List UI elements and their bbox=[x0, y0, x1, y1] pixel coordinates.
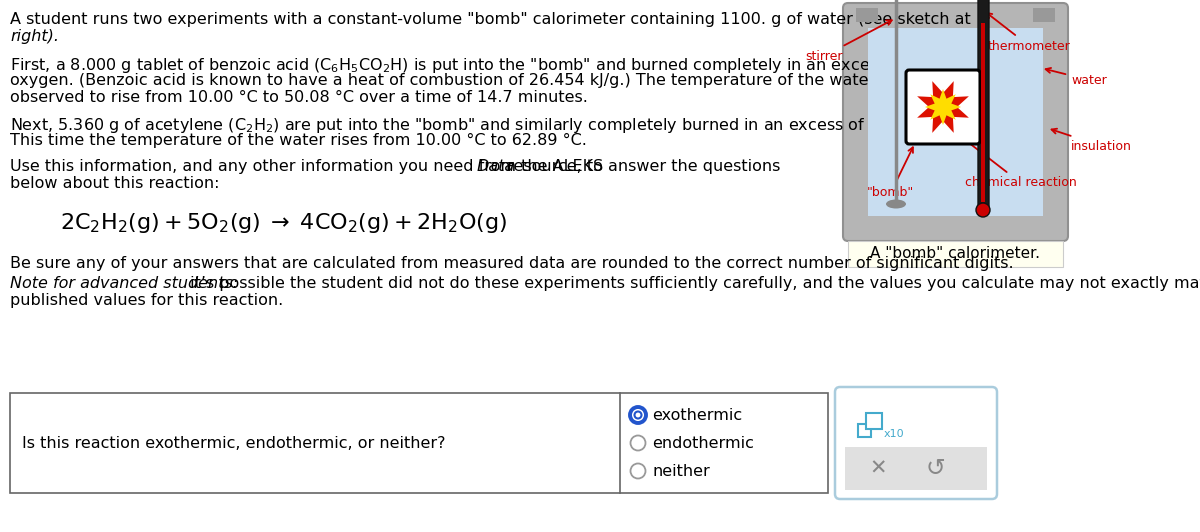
Text: Data: Data bbox=[476, 159, 515, 174]
Text: A student runs two experiments with a constant-volume "bomb" calorimeter contain: A student runs two experiments with a co… bbox=[10, 12, 971, 27]
Text: it’s possible the student did not do these experiments sufficiently carefully, a: it’s possible the student did not do the… bbox=[185, 276, 1200, 291]
Text: right).: right). bbox=[10, 29, 59, 44]
Text: Is this reaction exothermic, endothermic, or neither?: Is this reaction exothermic, endothermic… bbox=[22, 436, 445, 451]
Text: neither: neither bbox=[652, 463, 709, 478]
Text: Next, 5.360 g of acetylene $\left(\mathsf{C_2H_2}\right)$ are put into the "bomb: Next, 5.360 g of acetylene $\left(\maths… bbox=[10, 116, 932, 135]
Circle shape bbox=[635, 411, 642, 419]
Text: published values for this reaction.: published values for this reaction. bbox=[10, 293, 283, 308]
Text: x10: x10 bbox=[884, 429, 905, 439]
Circle shape bbox=[976, 203, 990, 217]
Text: This time the temperature of the water rises from 10.00 °C to 62.89 °C.: This time the temperature of the water r… bbox=[10, 133, 587, 148]
Circle shape bbox=[630, 463, 646, 478]
Text: $\mathsf{2C_2H_2(g) + 5O_2(g) \;\rightarrow\; 4CO_2(g) + 2H_2O(g)}$: $\mathsf{2C_2H_2(g) + 5O_2(g) \;\rightar… bbox=[60, 211, 508, 235]
Text: stirrer: stirrer bbox=[805, 20, 892, 62]
Text: ↺: ↺ bbox=[925, 456, 944, 480]
Text: insulation: insulation bbox=[1051, 129, 1132, 153]
Text: "bomb": "bomb" bbox=[866, 147, 914, 200]
Polygon shape bbox=[925, 89, 961, 125]
Text: thermometer: thermometer bbox=[986, 13, 1070, 53]
Circle shape bbox=[630, 436, 646, 451]
Text: First, a 8.000 g tablet of benzoic acid $\left(\mathsf{C_6H_5CO_2H}\right)$ is p: First, a 8.000 g tablet of benzoic acid … bbox=[10, 56, 908, 75]
Text: observed to rise from 10.00 °C to 50.08 °C over a time of 14.7 minutes.: observed to rise from 10.00 °C to 50.08 … bbox=[10, 90, 588, 105]
Circle shape bbox=[630, 407, 646, 423]
Ellipse shape bbox=[886, 200, 906, 209]
Text: water: water bbox=[1045, 68, 1106, 87]
Bar bbox=[10, 393, 828, 493]
Text: chemical reaction: chemical reaction bbox=[955, 132, 1076, 189]
Bar bbox=[868, 28, 1043, 216]
Text: below about this reaction:: below about this reaction: bbox=[10, 176, 220, 191]
Text: Be sure any of your answers that are calculated from measured data are rounded t: Be sure any of your answers that are cal… bbox=[10, 256, 1014, 271]
Bar bbox=[858, 424, 871, 437]
Bar bbox=[1033, 8, 1055, 22]
Bar bbox=[848, 241, 1063, 267]
Bar bbox=[982, 23, 985, 202]
Polygon shape bbox=[917, 81, 968, 133]
Text: Note for advanced students:: Note for advanced students: bbox=[10, 276, 238, 291]
FancyBboxPatch shape bbox=[842, 3, 1068, 241]
Text: ✕: ✕ bbox=[869, 459, 887, 478]
FancyBboxPatch shape bbox=[906, 70, 980, 144]
Bar bbox=[845, 447, 986, 490]
Text: exothermic: exothermic bbox=[652, 408, 742, 422]
Text: resource, to answer the questions: resource, to answer the questions bbox=[503, 159, 781, 174]
FancyBboxPatch shape bbox=[978, 0, 989, 212]
Text: endothermic: endothermic bbox=[652, 436, 754, 451]
Text: A "bomb" calorimeter.: A "bomb" calorimeter. bbox=[870, 246, 1040, 262]
Bar bbox=[866, 413, 882, 429]
FancyBboxPatch shape bbox=[835, 387, 997, 499]
Text: oxygen. (Benzoic acid is known to have a heat of combustion of 26.454 kJ/g.) The: oxygen. (Benzoic acid is known to have a… bbox=[10, 73, 893, 88]
Text: Use this information, and any other information you need from the ALEKS: Use this information, and any other info… bbox=[10, 159, 608, 174]
Bar bbox=[856, 8, 878, 22]
